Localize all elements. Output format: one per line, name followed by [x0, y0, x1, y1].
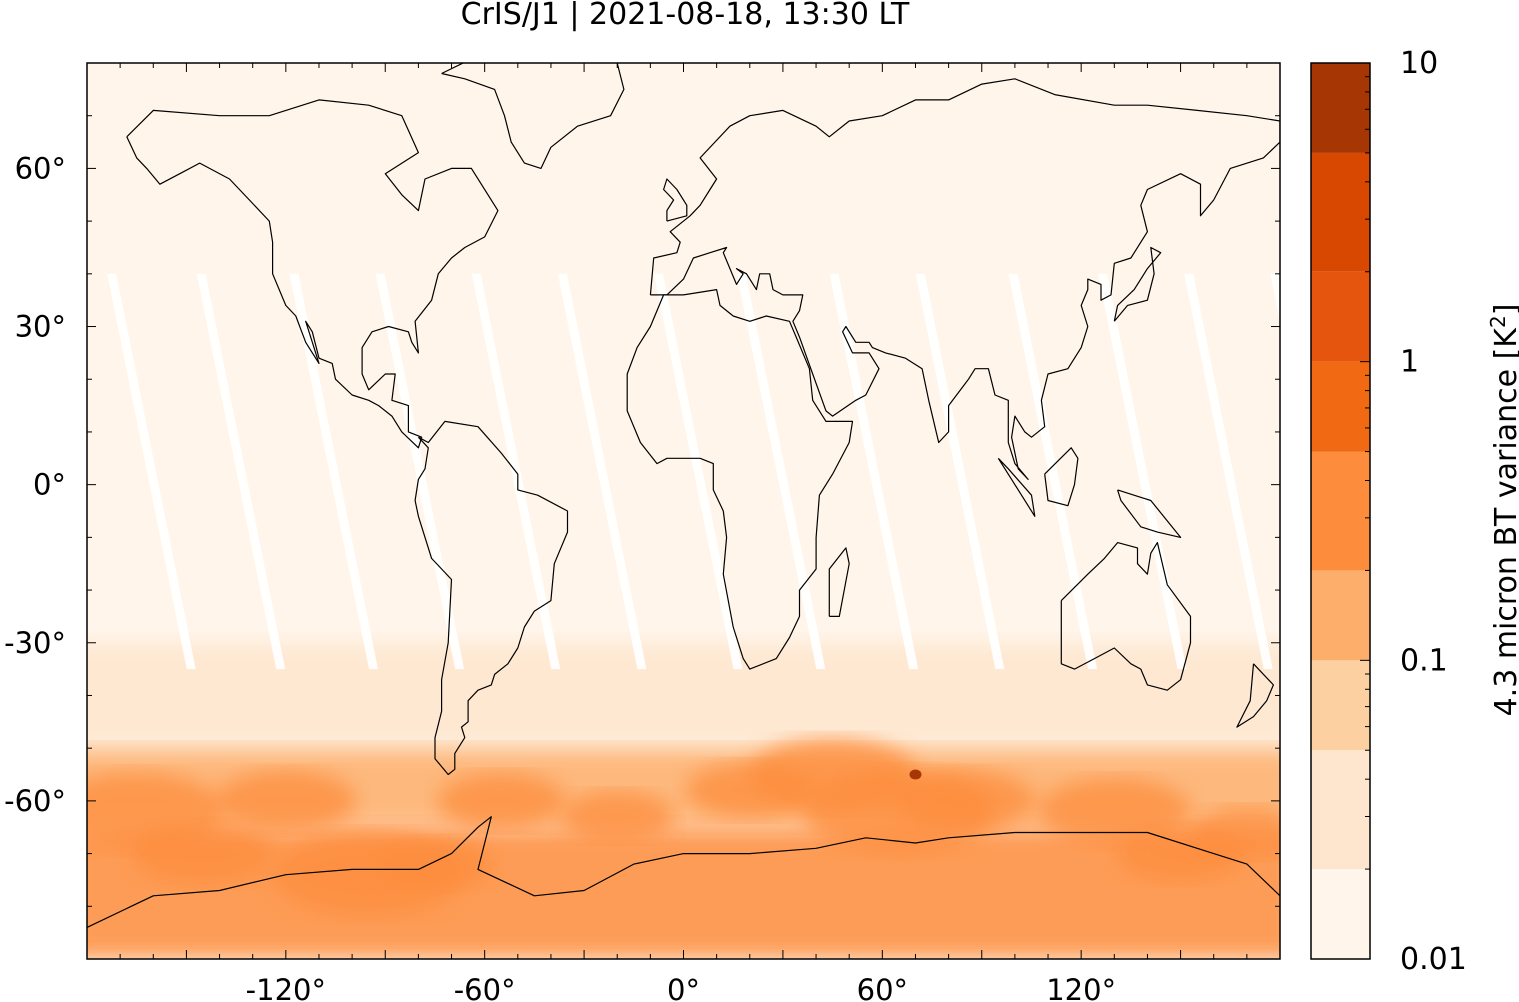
swath-gap-6: [653, 273, 743, 670]
coast-antarctica: [87, 816, 1280, 928]
colorbar-segment: [1311, 570, 1370, 661]
swath-gap-7: [736, 273, 826, 670]
x-tick-label: 60°: [857, 973, 908, 1002]
y-tick-label: -60°: [4, 784, 66, 818]
coast-africa: [626, 289, 854, 670]
x-axis-labels: -120° -60° 0° 60° 120°: [246, 973, 1116, 1002]
colorbar-tick-label: 0.1: [1400, 643, 1448, 678]
swath-gap-0: [107, 273, 196, 670]
swath-gap-9: [915, 273, 1005, 670]
colorbar-segment: [1311, 660, 1370, 751]
colorbar: [1310, 62, 1371, 960]
x-tick-label: -60°: [454, 973, 516, 1002]
swath-gap-2: [289, 273, 378, 670]
colorbar-segment: [1311, 451, 1370, 571]
colorbar-segment: [1311, 63, 1370, 153]
coast-new-zealand: [1236, 663, 1275, 728]
colorbar-tick-labels: 10 1 0.1 0.01: [1400, 46, 1467, 977]
chart-title: CrIS/J1 | 2021-08-18, 13:30 LT: [460, 0, 910, 32]
colorbar-segment: [1311, 152, 1370, 272]
variance-patch-9: [894, 770, 1036, 832]
colorbar-label: 4.3 micron BT variance [K2]: [1486, 304, 1519, 717]
y-axis-labels: 60° 30° 0° -30° -60°: [4, 151, 66, 817]
coast-australia: [1060, 541, 1192, 691]
variance-patch-12: [1189, 807, 1280, 858]
colorbar-tick-label: 1: [1400, 345, 1419, 380]
variance-patch-5: [559, 791, 675, 842]
axis-ticks: [86, 62, 1281, 960]
variance-field: [87, 642, 1280, 959]
coast-new-guinea: [1117, 489, 1182, 539]
coast-uk: [662, 178, 688, 222]
colorbar-tick-label: 0.01: [1400, 942, 1467, 977]
x-tick-label: 0°: [667, 973, 700, 1002]
swath-gap-12: [1184, 273, 1273, 670]
coast-north-america: [126, 99, 499, 449]
variance-patch-1: [215, 770, 357, 832]
variance-patch-10: [1037, 777, 1192, 846]
coast-madagascar: [828, 547, 850, 618]
y-tick-label: 0°: [33, 468, 66, 502]
variance-patch-4: [437, 772, 566, 829]
variance-patch-13: [132, 822, 274, 885]
variance-hotspot: [909, 769, 922, 780]
variance-patch-3: [377, 838, 493, 890]
y-tick-label: 60°: [15, 151, 66, 185]
coast-greenland: [441, 63, 625, 169]
y-tick-label: -30°: [4, 626, 66, 660]
coast-eurasia: [649, 78, 1280, 480]
y-tick-label: 30°: [15, 310, 66, 344]
swath-gap-8: [829, 273, 919, 670]
variance-band-0: [87, 642, 1280, 749]
colorbar-frame: [1310, 62, 1371, 960]
swath-gap-5: [557, 273, 647, 670]
colorbar-segment: [1311, 750, 1370, 870]
colorbar-tick-label: 10: [1400, 46, 1438, 81]
coast-borneo: [1044, 447, 1079, 507]
x-tick-label: -120°: [246, 973, 326, 1002]
swath-gap-1: [196, 273, 286, 670]
coast-borneo-sumatra: [997, 457, 1036, 517]
colorbar-segment: [1311, 271, 1370, 362]
x-tick-label: 120°: [1046, 973, 1116, 1002]
colorbar-segment: [1311, 869, 1370, 959]
coast-japan: [1113, 246, 1162, 322]
colorbar-segment: [1311, 361, 1370, 452]
swath-gap-10: [1008, 273, 1098, 670]
coastline: [87, 63, 1280, 928]
swath-gap-13: [1270, 273, 1280, 322]
map-area: [87, 63, 1280, 959]
coast-south-america: [414, 420, 569, 776]
